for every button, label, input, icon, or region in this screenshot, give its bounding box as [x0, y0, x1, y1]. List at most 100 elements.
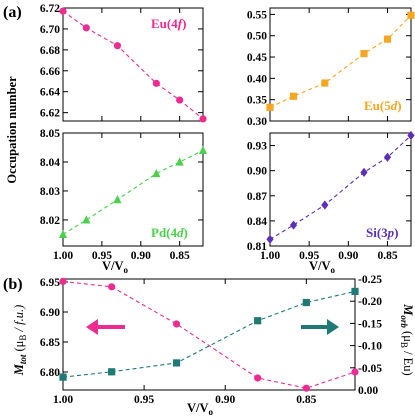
y-tick-label: 0.87 [247, 191, 267, 203]
arrow-right-teal [301, 319, 339, 335]
data-point [407, 130, 415, 141]
y-tick-label: 0.35 [247, 95, 267, 107]
si3p-label-orb: p [387, 225, 395, 240]
mtot-label-unit-sub: B [18, 335, 28, 341]
y-tick-label: 0.45 [247, 52, 267, 64]
data-point [113, 195, 122, 204]
xlabel-right-main: V/V [309, 259, 331, 273]
y-tick-label-left: 6.80 [40, 367, 60, 379]
series-line [62, 149, 204, 235]
data-point [82, 24, 90, 32]
plot-pd4d: 8.02 8.03 8.04 8.05 1.00 0.95 0.90 0.85 [40, 128, 208, 262]
morb-label-unit: (μ [401, 328, 415, 342]
series-line-morb [62, 290, 356, 378]
data-point [383, 35, 392, 43]
data-point [113, 42, 122, 50]
series-line [269, 135, 412, 240]
data-point [82, 215, 91, 224]
data-point [407, 11, 415, 19]
y-tick-label-right: -0.15 [358, 318, 382, 330]
y-tick-label: 6.66 [40, 66, 60, 78]
eu4f-label-close: ) [182, 16, 186, 31]
x-tick-label: 0.90 [215, 394, 235, 406]
xlabel-bottom-sub: o [209, 407, 214, 417]
data-point [176, 96, 184, 104]
morb-label-unit-sub: B [399, 342, 409, 348]
y-tick-label: 8.04 [40, 157, 60, 169]
plot-eu4f: 6.62 6.64 6.66 6.68 6.70 6.72 [40, 3, 207, 123]
eu4f-label-orb: f [178, 16, 184, 31]
morb-label-unit-tail: / Eu) [401, 348, 415, 376]
y-tick-label: 6.68 [40, 45, 60, 57]
xlabel-left: V/Vo [102, 259, 129, 275]
plot-frame [269, 7, 412, 122]
morb-label-m: M [401, 303, 415, 316]
x-tick-label: 0.95 [92, 250, 112, 262]
y-tick-label-right: 0.00 [358, 385, 378, 397]
data-point-morb [254, 317, 262, 325]
y-tick-label: 8.03 [40, 186, 60, 198]
y-tick-label-left: 6.95 [40, 277, 60, 289]
mtot-label-unit-tail: / f.u.) [12, 305, 26, 335]
arrow-left-pink [86, 319, 125, 335]
x-tick-label: 0.90 [131, 250, 151, 262]
y-tick-label-right: -0.05 [358, 363, 382, 375]
data-point-mtot [172, 320, 181, 328]
data-point [360, 50, 368, 58]
eu5d-label-close: ) [397, 98, 401, 113]
series-line [269, 14, 412, 108]
data-point [199, 115, 207, 123]
data-point [289, 92, 298, 100]
plot-frame [62, 7, 204, 122]
data-point [152, 79, 160, 87]
y-tick-label: 0.84 [247, 216, 267, 228]
data-point [266, 103, 274, 111]
y-tick-label: 6.62 [40, 108, 60, 120]
y-tick-label: 0.50 [247, 31, 267, 43]
si3p-label-main: Si(3 [366, 225, 388, 240]
data-point [58, 229, 68, 239]
morb-axis-label: Morb (μB / Eu) [399, 303, 415, 375]
x-tick-label: 1.00 [260, 250, 280, 262]
data-point-morb [59, 373, 67, 381]
data-point [321, 200, 329, 210]
data-point [175, 157, 184, 166]
data-point-mtot [254, 374, 262, 382]
data-point-mtot [302, 384, 310, 392]
xlabel-left-sub: o [124, 265, 129, 275]
xlabel-right-sub: o [331, 265, 336, 275]
eu5d-label-main: Eu(5 [364, 98, 391, 113]
xlabel-bottom-main: V/V [187, 401, 209, 415]
data-point-morb [302, 298, 310, 307]
y-tick-label: 0.81 [247, 241, 267, 253]
eu4f-label-main: Eu(4 [151, 16, 178, 31]
xlabel-left-main: V/V [102, 259, 124, 273]
x-tick-label: 0.85 [296, 394, 316, 406]
pd4d-label-orb: d [177, 225, 184, 240]
x-tick-label: 1.00 [53, 250, 73, 262]
xlabel-bottom: V/Vo [187, 401, 214, 417]
data-point-mtot [351, 368, 359, 376]
mtot-axis-label: Mtot (μB / f.u.) [12, 305, 28, 377]
mtot-label-unit: (μ [12, 340, 26, 354]
y-tick-label: 6.64 [40, 87, 60, 99]
plot-frame [62, 278, 356, 391]
y-tick-label: 0.90 [247, 166, 267, 178]
x-tick-label: 1.00 [53, 394, 73, 406]
y-tick-label: 0.93 [247, 141, 267, 153]
y-tick-label: 8.05 [40, 128, 60, 140]
data-point-mtot [108, 283, 116, 291]
series-label-eu5d: Eu(5d) [364, 98, 402, 113]
data-point-morb [108, 368, 116, 376]
data-point [321, 79, 329, 87]
series-label-eu4f: Eu(4f) [151, 16, 186, 31]
series-line [62, 10, 204, 120]
mtot-label-m: M [12, 363, 26, 376]
data-point [383, 152, 392, 162]
x-tick-label: 0.85 [377, 250, 397, 262]
x-tick-label: 0.95 [299, 250, 319, 262]
y-tick-label: 0.40 [247, 73, 267, 85]
data-point [59, 7, 67, 15]
y-tick-label: 8.02 [40, 215, 60, 227]
